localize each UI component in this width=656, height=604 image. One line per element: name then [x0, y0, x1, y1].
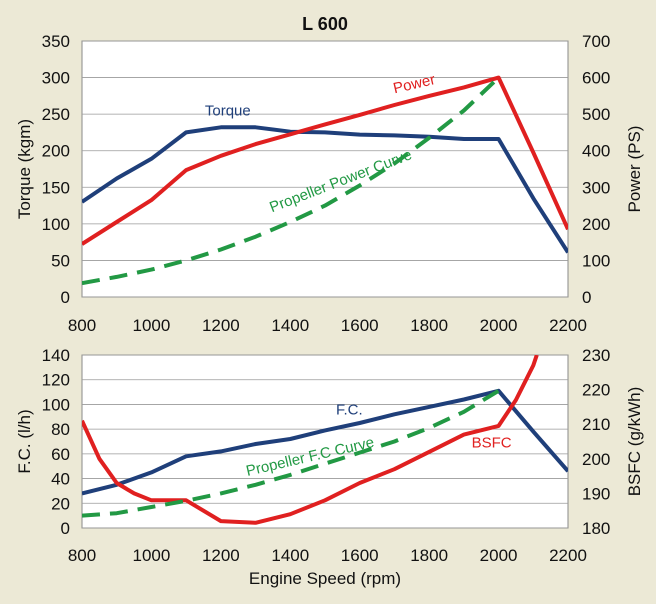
series-line-f-c — [82, 388, 568, 496]
series-line-torque — [82, 125, 568, 254]
chart-title-0: L 600 — [302, 14, 348, 34]
y-right-tick-label-1-1: 190 — [582, 484, 610, 503]
y-left-tick-label-0-4: 200 — [42, 142, 70, 161]
y-right-tick-label-1-4: 220 — [582, 381, 610, 400]
x-tick-label-1-4: 1600 — [341, 546, 379, 565]
annotation-torque: Torque — [205, 103, 251, 120]
y-right-tick-label-1-3: 210 — [582, 415, 610, 434]
y-left-tick-label-1-4: 80 — [51, 420, 70, 439]
series-line-propeller-power-curve — [82, 76, 500, 286]
x-tick-label-1-0: 800 — [68, 546, 96, 565]
x-tick-label-1-3: 1400 — [271, 546, 309, 565]
x-tick-label-0-3: 1400 — [271, 316, 309, 335]
y-right-tick-label-0-6: 600 — [582, 69, 610, 88]
y-right-tick-label-0-2: 200 — [582, 215, 610, 234]
x-tick-label-1-7: 2200 — [549, 546, 587, 565]
y-left-tick-label-0-5: 250 — [42, 105, 70, 124]
y-left-tick-label-1-3: 60 — [51, 445, 70, 464]
y-left-tick-label-1-5: 100 — [42, 395, 70, 414]
plot-area-0 — [81, 40, 569, 298]
y-right-tick-label-0-0: 0 — [582, 288, 591, 307]
series-line-propeller-f-c-curve — [82, 389, 500, 518]
y-right-tick-label-0-5: 500 — [582, 105, 610, 124]
y-left-tick-label-1-2: 40 — [51, 470, 70, 489]
series-line-bsfc — [82, 355, 539, 525]
y-left-tick-label-1-0: 0 — [61, 519, 70, 538]
x-tick-label-0-6: 2000 — [480, 316, 518, 335]
y-left-tick-label-0-3: 150 — [42, 178, 70, 197]
x-axis-label-1: Engine Speed (rpm) — [249, 569, 401, 588]
x-tick-label-0-1: 1000 — [133, 316, 171, 335]
y-left-tick-label-0-6: 300 — [42, 69, 70, 88]
y-right-tick-label-0-1: 100 — [582, 251, 610, 270]
x-tick-label-0-5: 1800 — [410, 316, 448, 335]
x-tick-label-1-6: 2000 — [480, 546, 518, 565]
y-left-axis-label-1: F.C. (l/h) — [15, 409, 34, 473]
y-left-tick-label-0-2: 100 — [42, 215, 70, 234]
y-left-axis-label-0: Torque (kgm) — [15, 119, 34, 219]
y-right-tick-label-1-5: 230 — [582, 346, 610, 365]
y-right-tick-label-0-3: 300 — [582, 178, 610, 197]
y-right-axis-label-1: BSFC (g/kWh) — [625, 387, 644, 497]
x-tick-label-0-7: 2200 — [549, 316, 587, 335]
annotation-f-c: F.C. — [336, 401, 363, 418]
y-right-tick-label-1-2: 200 — [582, 450, 610, 469]
x-tick-label-0-0: 800 — [68, 316, 96, 335]
x-tick-label-0-4: 1600 — [341, 316, 379, 335]
y-right-axis-label-0: Power (PS) — [625, 126, 644, 213]
series-line-power — [82, 75, 568, 246]
x-tick-label-0-2: 1200 — [202, 316, 240, 335]
y-left-tick-label-1-1: 20 — [51, 494, 70, 513]
x-tick-label-1-1: 1000 — [133, 546, 171, 565]
y-left-tick-label-0-7: 350 — [42, 32, 70, 51]
x-tick-label-1-5: 1800 — [410, 546, 448, 565]
y-right-tick-label-0-4: 400 — [582, 142, 610, 161]
annotation-bsfc: BSFC — [472, 435, 512, 452]
y-left-tick-label-0-1: 50 — [51, 251, 70, 270]
y-right-tick-label-0-7: 700 — [582, 32, 610, 51]
x-tick-label-1-2: 1200 — [202, 546, 240, 565]
y-left-tick-label-1-7: 140 — [42, 346, 70, 365]
y-left-tick-label-0-0: 0 — [61, 288, 70, 307]
y-right-tick-label-1-0: 180 — [582, 519, 610, 538]
y-left-tick-label-1-6: 120 — [42, 371, 70, 390]
